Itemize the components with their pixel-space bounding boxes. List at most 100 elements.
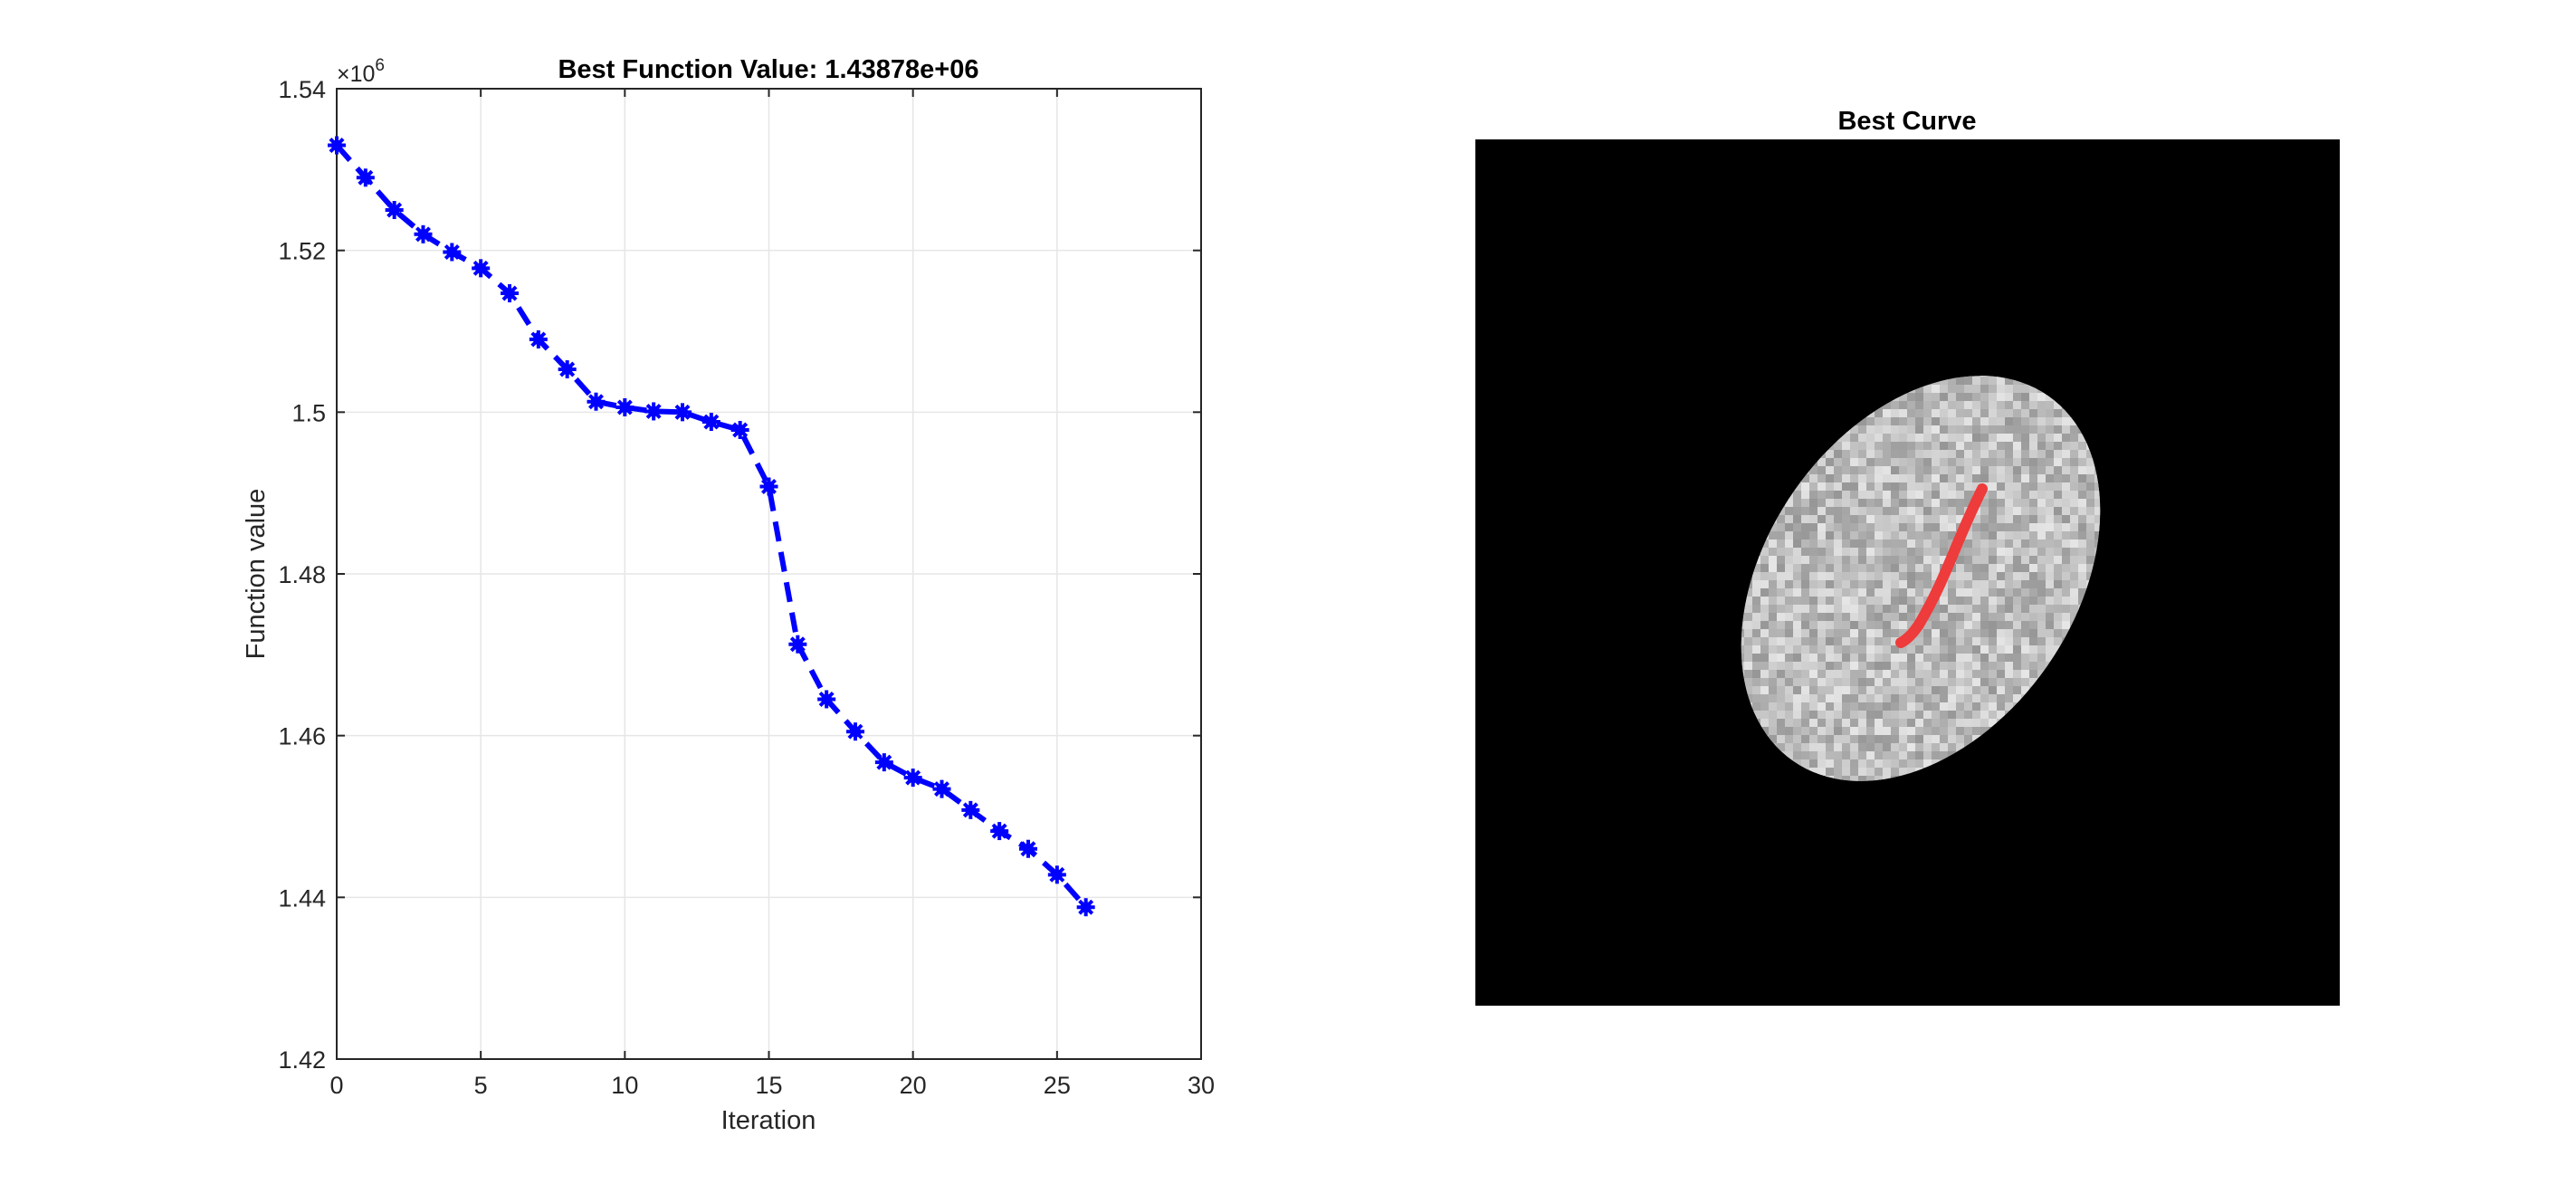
- blob-pixel: [2021, 654, 2029, 662]
- blob-pixel: [1956, 727, 1964, 735]
- blob-pixel: [1907, 702, 1915, 711]
- blob-pixel: [1875, 572, 1883, 580]
- blob-pixel: [2037, 450, 2046, 458]
- blob-pixel: [1785, 711, 1793, 719]
- blob-pixel: [1801, 539, 1809, 548]
- blob-pixel: [1989, 613, 1997, 621]
- blob-pixel: [1818, 507, 1826, 515]
- blob-pixel: [1850, 719, 1858, 727]
- blob-pixel: [2005, 417, 2013, 425]
- blob-pixel: [2054, 621, 2062, 629]
- blob-pixel: [2037, 401, 2046, 409]
- blob-pixel: [1777, 572, 1785, 580]
- data-point: [587, 392, 606, 411]
- blob-pixel: [1923, 702, 1932, 711]
- blob-pixel: [1972, 548, 1980, 556]
- blob-pixel: [1875, 556, 1883, 564]
- blob-pixel: [1932, 442, 1940, 450]
- blob-pixel: [1744, 654, 1752, 662]
- blob-pixel: [2078, 515, 2086, 523]
- blob-pixel: [1964, 531, 1972, 539]
- blob-pixel: [1818, 621, 1826, 629]
- blob-pixel: [1769, 719, 1777, 727]
- blob-pixel: [1826, 751, 1834, 759]
- blob-pixel: [1769, 686, 1777, 694]
- blob-pixel: [2078, 572, 2086, 580]
- blob-pixel: [1997, 531, 2005, 539]
- blob-pixel: [1866, 768, 1875, 776]
- blob-pixel: [2021, 450, 2029, 458]
- blob-pixel: [1818, 768, 1826, 776]
- blob-pixel: [1980, 686, 1989, 694]
- blob-pixel: [1834, 694, 1842, 702]
- x-tick-label: 15: [755, 1072, 782, 1099]
- blob-pixel: [1826, 768, 1834, 776]
- x-tick-label: 20: [900, 1072, 927, 1099]
- blob-pixel: [1948, 694, 1956, 702]
- blob-pixel: [1866, 702, 1875, 711]
- blob-pixel: [1980, 588, 1989, 597]
- blob-pixel: [2078, 499, 2086, 507]
- blob-pixel: [2070, 572, 2078, 580]
- blob-pixel: [1923, 564, 1932, 572]
- blob-pixel: [1899, 556, 1907, 564]
- blob-pixel: [1964, 597, 1972, 605]
- blob-pixel: [1915, 434, 1923, 442]
- blob-pixel: [1744, 613, 1752, 621]
- blob-pixel: [1907, 743, 1915, 751]
- blob-pixel: [2013, 588, 2021, 597]
- blob-pixel: [1801, 759, 1809, 768]
- blob-pixel: [1948, 425, 1956, 434]
- blob-pixel: [1866, 662, 1875, 670]
- blob-pixel: [1826, 515, 1834, 523]
- blob-pixel: [1785, 548, 1793, 556]
- blob-pixel: [1940, 474, 1948, 482]
- blob-pixel: [1850, 735, 1858, 743]
- blob-pixel: [1834, 768, 1842, 776]
- blob-pixel: [1769, 629, 1777, 637]
- blob-pixel: [1818, 645, 1826, 654]
- blob-pixel: [1801, 499, 1809, 507]
- blob-pixel: [1752, 597, 1760, 605]
- blob-pixel: [2005, 548, 2013, 556]
- blob-pixel: [1883, 629, 1891, 637]
- blob-pixel: [1956, 645, 1964, 654]
- blob-pixel: [1769, 556, 1777, 564]
- blob-pixel: [1940, 629, 1948, 637]
- blob-pixel: [1923, 548, 1932, 556]
- blob-pixel: [1801, 580, 1809, 588]
- blob-pixel: [1793, 499, 1801, 507]
- blob-pixel: [1891, 629, 1899, 637]
- blob-pixel: [1899, 417, 1907, 425]
- blob-pixel: [2021, 670, 2029, 678]
- blob-pixel: [1997, 556, 2005, 564]
- blob-pixel: [2013, 385, 2021, 393]
- blob-pixel: [1915, 515, 1923, 523]
- blob-pixel: [2046, 425, 2054, 434]
- blob-pixel: [1940, 727, 1948, 735]
- blob-pixel: [1826, 678, 1834, 686]
- blob-pixel: [1940, 450, 1948, 458]
- blob-pixel: [1997, 417, 2005, 425]
- blob-pixel: [1818, 711, 1826, 719]
- blob-pixel: [1752, 588, 1760, 597]
- blob-pixel: [1907, 605, 1915, 613]
- blob-pixel: [2062, 491, 2070, 499]
- blob-pixel: [1932, 702, 1940, 711]
- blob-pixel: [1793, 702, 1801, 711]
- blob-pixel: [1956, 417, 1964, 425]
- blob-pixel: [2054, 491, 2062, 499]
- blob-pixel: [2054, 458, 2062, 466]
- blob-pixel: [1923, 385, 1932, 393]
- blob-pixel: [1923, 670, 1932, 678]
- blob-pixel: [1834, 662, 1842, 670]
- blob-pixel: [1777, 702, 1785, 711]
- blob-pixel: [1858, 751, 1866, 759]
- blob-pixel: [1777, 613, 1785, 621]
- blob-pixel: [1932, 491, 1940, 499]
- blob-pixel: [1989, 401, 1997, 409]
- blob-pixel: [1809, 719, 1818, 727]
- blob-pixel: [1858, 776, 1866, 784]
- blob-pixel: [1948, 474, 1956, 482]
